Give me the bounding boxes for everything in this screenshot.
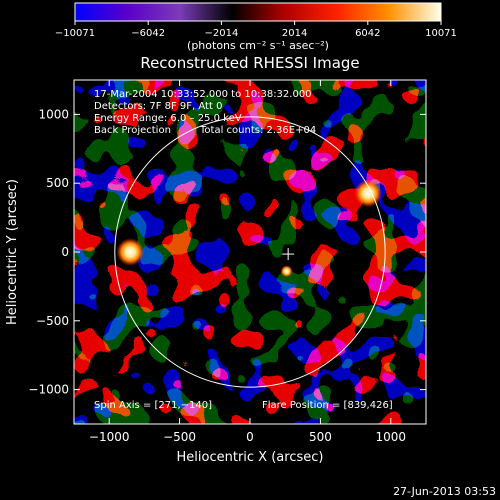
y-tick-label: −500: [36, 314, 69, 328]
colorbar-tick-label: −6042: [131, 28, 165, 39]
annotation-detectors: Detectors: 7F 8F 9F, Att 0: [94, 101, 222, 112]
x-tick-label: 0: [246, 430, 254, 444]
annotation-algorithm: Back Projection: [94, 125, 171, 136]
y-tick-label: −1000: [28, 383, 69, 397]
annotation-flare-position: Flare Position = [839,426]: [262, 400, 393, 411]
colorbar-tick-label: 2014: [282, 28, 307, 39]
x-tick-label: 1000: [376, 430, 407, 444]
footer-timestamp: 27-Jun-2013 03:53: [393, 485, 496, 498]
source-spot: [280, 265, 293, 278]
source-spot: [116, 238, 145, 266]
colorbar: −10071 −6042 −2014 2014 6042 10071 (photons c…: [55, 2, 457, 52]
colorbar-tick-label: −2014: [204, 28, 238, 39]
y-tick-label: 500: [46, 176, 69, 190]
colorbar-unit-label: (photons cm⁻² s⁻¹ asec⁻²): [187, 39, 329, 52]
annotations: 17-Mar-2004 10:33:52.000 to 10:38:32.000…: [94, 89, 393, 411]
colorbar-tick-label: 6042: [355, 28, 380, 39]
colorbar-tick-label: −10071: [55, 28, 95, 39]
chart-title: Reconstructed RHESSI Image: [140, 54, 359, 72]
spin-axis-marker: [282, 248, 295, 261]
x-axis-label: Heliocentric X (arcsec): [177, 450, 324, 465]
x-axis-ticks: −1000 −500 0 500 1000: [89, 80, 406, 444]
annotation-time-range: 17-Mar-2004 10:33:52.000 to 10:38:32.000: [94, 89, 312, 100]
x-tick-label: −500: [163, 430, 196, 444]
annotation-energy-range: Energy Range: 6.0 – 25.0 keV: [94, 113, 242, 124]
annotation-spin-axis: Spin Axis = [271,−140]: [94, 400, 212, 411]
source-spot: [354, 179, 383, 208]
colorbar-ticks: −10071 −6042 −2014 2014 6042 10071: [55, 21, 457, 39]
y-tick-label: 0: [61, 245, 69, 259]
solar-limb-circle: [114, 116, 386, 388]
colorbar-gradient: [74, 2, 442, 22]
y-axis-label: Heliocentric Y (arcsec): [5, 179, 20, 325]
x-tick-label: −1000: [89, 430, 130, 444]
x-tick-label: 500: [309, 430, 332, 444]
colorbar-tick-label: 10071: [425, 28, 457, 39]
y-tick-label: 1000: [38, 107, 69, 121]
annotation-total-counts: Total counts: 2.36E+04: [199, 125, 316, 136]
y-axis-ticks: −1000 −500 0 500 1000: [28, 107, 426, 397]
plot-area: −1000 −500 0 500 1000 −1000 −500 0 500 1000: [28, 79, 427, 444]
